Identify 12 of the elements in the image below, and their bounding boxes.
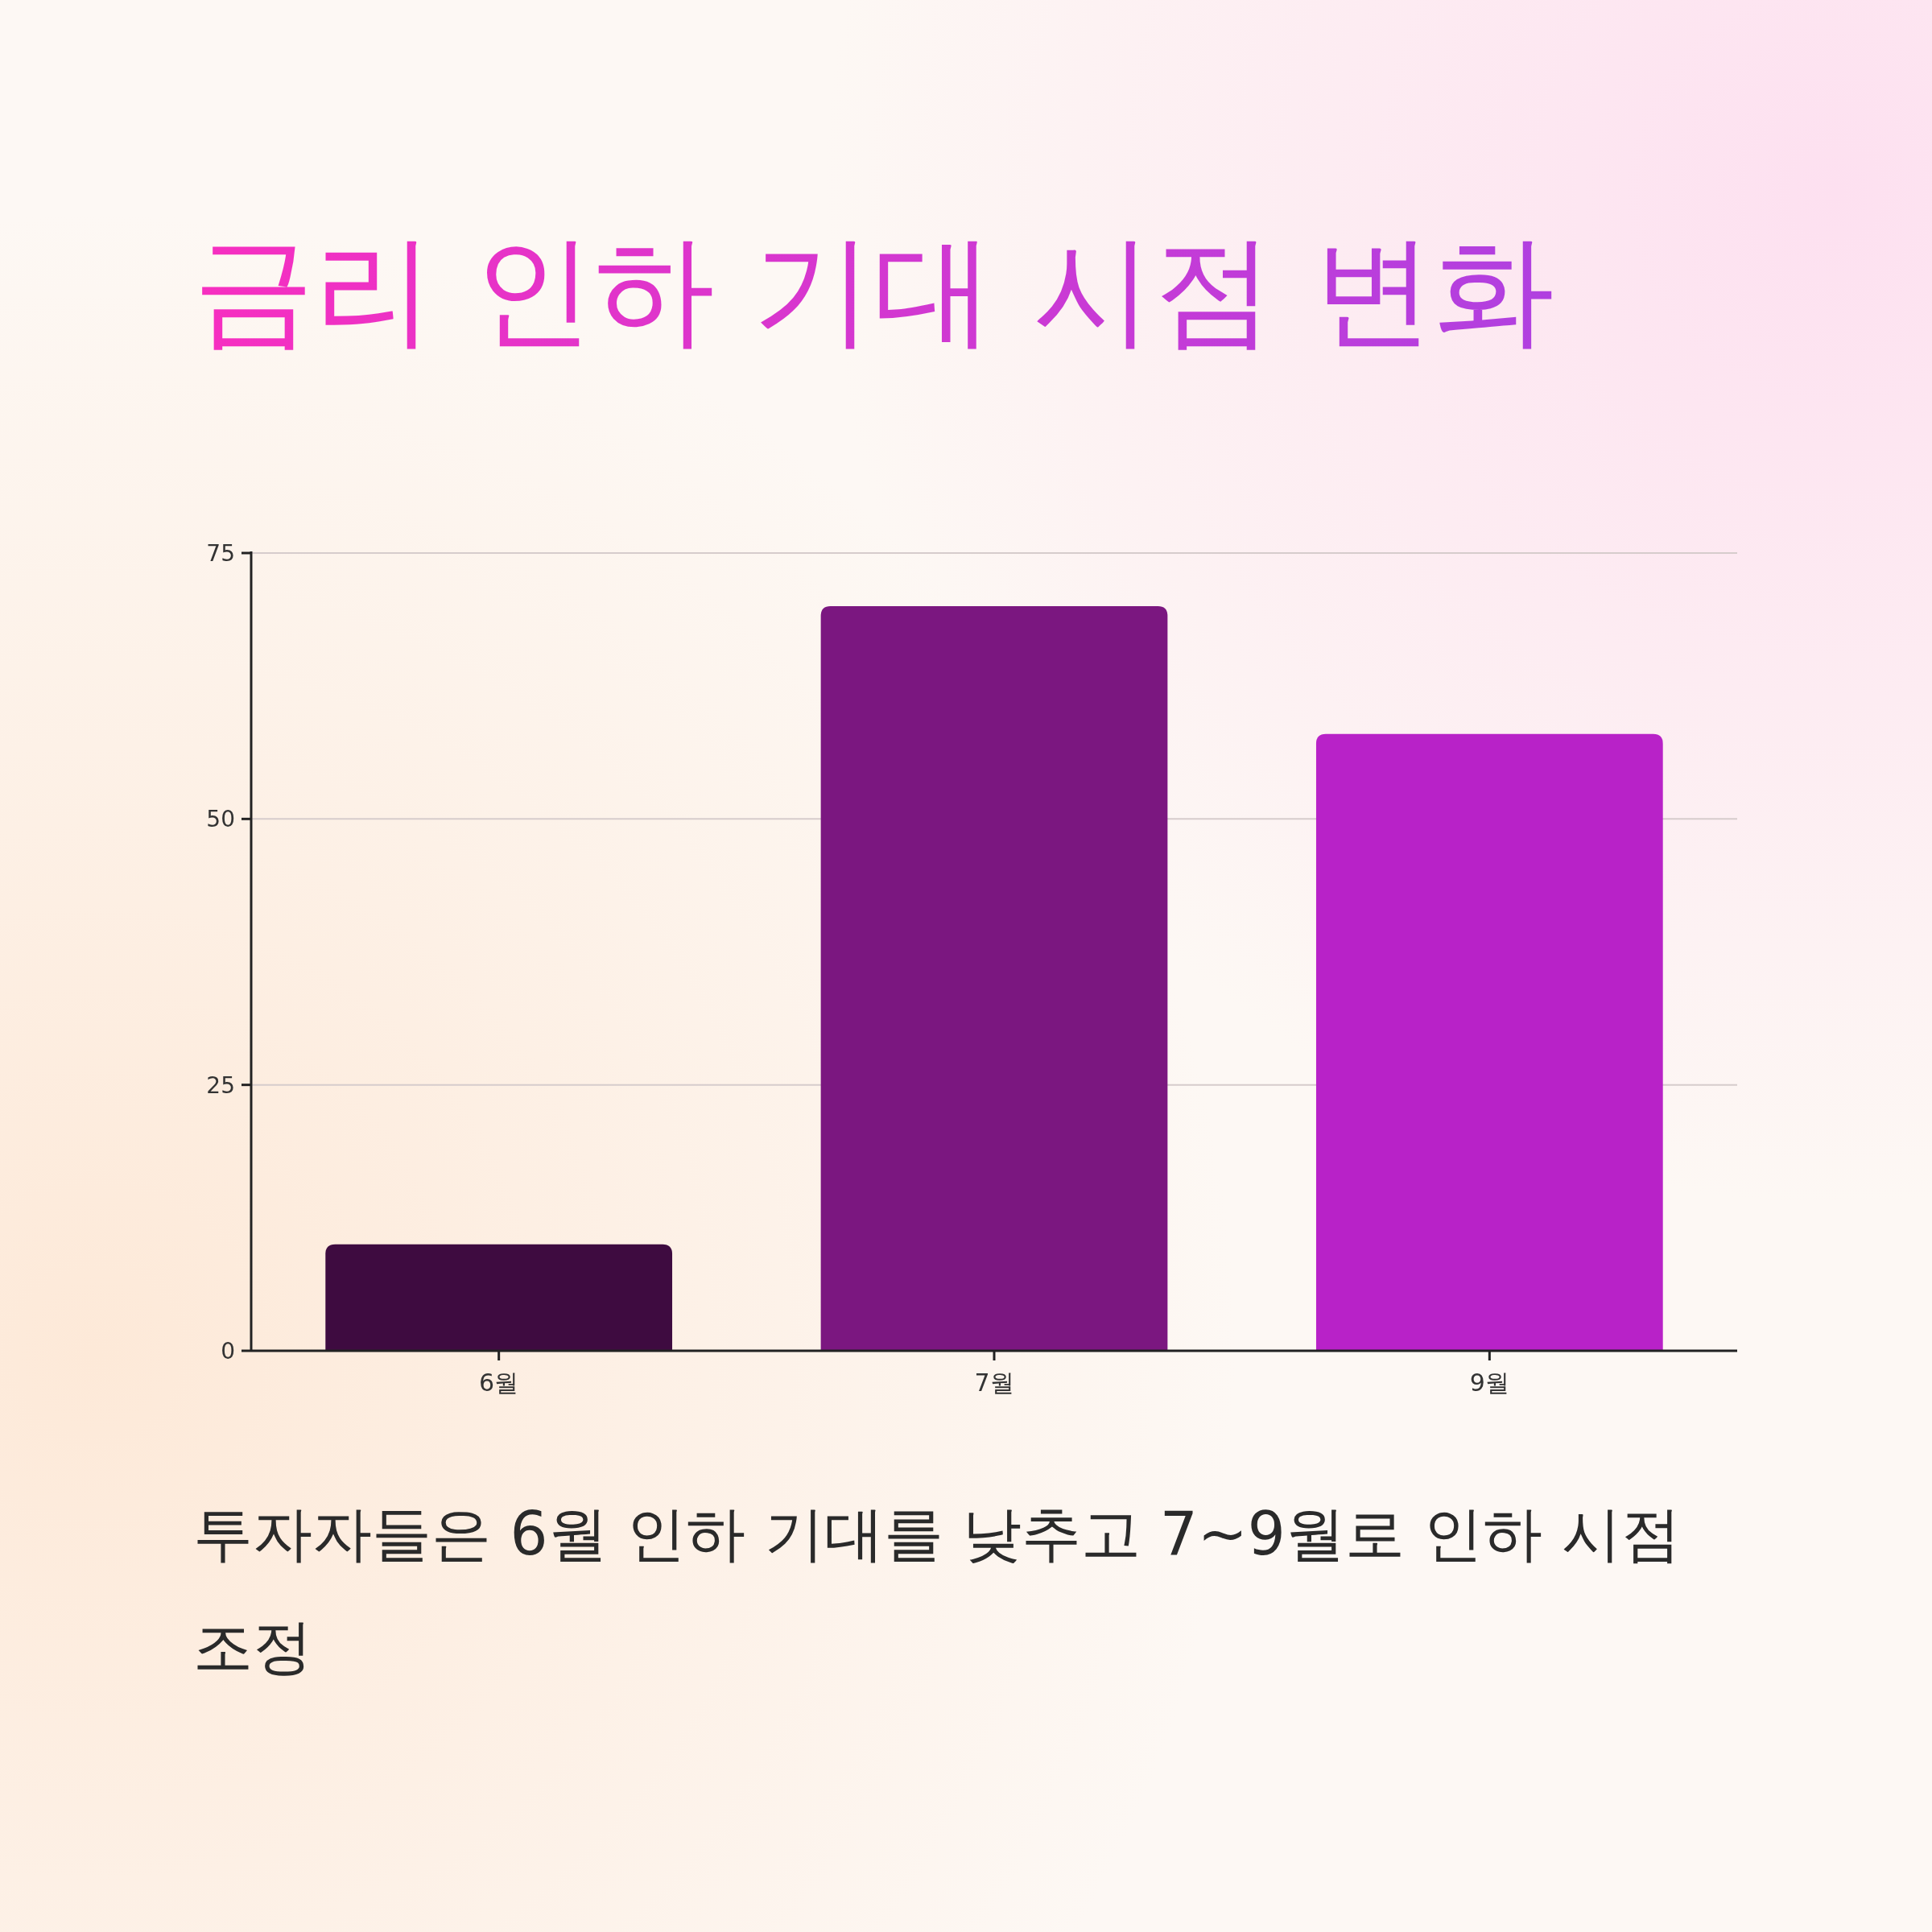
chart-title: 금리 인하 기대 시점 변화 bbox=[193, 217, 1554, 362]
bar bbox=[1315, 733, 1663, 1351]
y-tick-label: 75 bbox=[206, 540, 235, 567]
x-tick-label: 6월 bbox=[479, 1368, 519, 1397]
text: 투자자들은 6월 인하 기대를 낮추고 7~9월로 인하 시점 조정 bbox=[193, 1498, 1682, 1682]
x-tick-label: 9월 bbox=[1469, 1368, 1509, 1397]
bar bbox=[820, 606, 1168, 1351]
y-tick-label: 0 bbox=[221, 1338, 235, 1364]
bar bbox=[325, 1244, 673, 1351]
y-tick-label: 50 bbox=[206, 806, 235, 833]
y-tick-label: 25 bbox=[206, 1071, 235, 1099]
x-tick-label: 7월 bbox=[974, 1368, 1014, 1397]
